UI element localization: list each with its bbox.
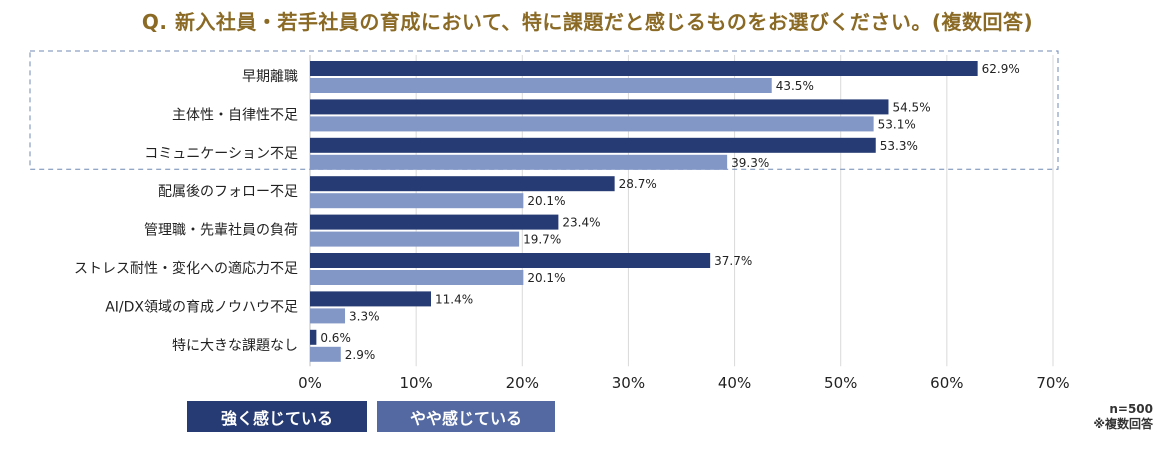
data-label: 53.3% (880, 139, 918, 153)
sample-size: n=500 (1109, 402, 1153, 416)
data-label: 62.9% (982, 62, 1020, 76)
bar-somewhat (310, 154, 728, 170)
multiple-answer-note: ※複数回答 (1093, 417, 1153, 431)
category-label: 早期離職 (242, 68, 298, 85)
data-label: 43.5% (776, 79, 814, 93)
chart-title: Q. 新入社員・若手社員の育成において、特に課題だと感じるものをお選びください。… (141, 10, 1034, 34)
bars (310, 61, 978, 362)
category-label: 特に大きな課題なし (172, 338, 298, 354)
data-label: 39.3% (731, 156, 769, 170)
x-tick-label: 40% (718, 374, 751, 392)
data-label: 54.5% (892, 100, 930, 114)
data-label: 28.7% (619, 177, 657, 191)
legend-somewhat: やや感じている (377, 401, 555, 432)
data-label: 53.1% (878, 117, 916, 131)
bar-chart: 0% 10% 20% 30% 40% 50% 60% 70% 早期離職 62.9% 43.5% 主体性… (29, 50, 1070, 392)
bar-somewhat (310, 346, 341, 362)
bar-strong (310, 61, 978, 76)
x-tick-label: 0% (298, 374, 322, 392)
x-tick-label: 20% (506, 374, 539, 392)
category-label: AI/DX領域の育成ノウハウ不足 (105, 298, 298, 315)
data-label: 0.6% (320, 331, 351, 345)
data-label: 2.9% (345, 348, 376, 362)
labels: 0% 10% 20% 30% 40% 50% 60% 70% 早期離職 62.9% 43.5% 主体性… (74, 62, 1070, 392)
bar-strong (310, 253, 711, 268)
bar-strong (310, 291, 432, 307)
bar-somewhat (310, 193, 524, 209)
bar-somewhat (310, 308, 346, 324)
bar-strong (310, 137, 876, 153)
sample-note: n=500 ※複数回答 (1093, 402, 1153, 432)
bar-somewhat (310, 231, 520, 247)
bar-somewhat (310, 78, 772, 93)
data-label: 20.1% (527, 271, 565, 285)
bar-somewhat (310, 270, 524, 285)
category-label: ストレス耐性・変化への適応力不足 (74, 260, 298, 277)
category-label: 管理職・先輩社員の負荷 (144, 223, 298, 239)
grid-lines (29, 50, 1059, 367)
data-label: 37.7% (714, 254, 752, 268)
x-tick-label: 50% (824, 374, 857, 392)
category-label: 主体性・自律性不足 (172, 107, 298, 123)
bar-strong (310, 329, 317, 345)
data-label: 20.1% (527, 194, 565, 208)
data-label: 19.7% (523, 233, 561, 247)
bar-strong (310, 214, 559, 230)
bar-strong (310, 176, 615, 192)
bar-strong (310, 99, 889, 115)
x-tick-label: 10% (399, 374, 432, 392)
legend-strong: 強く感じている (187, 401, 367, 432)
category-label: 配属後のフォロー不足 (158, 184, 298, 200)
data-label: 23.4% (562, 216, 600, 230)
data-label: 3.3% (349, 309, 380, 323)
data-label: 11.4% (435, 292, 473, 306)
x-tick-label: 60% (930, 374, 963, 392)
x-tick-label: 30% (612, 374, 645, 392)
bar-somewhat (310, 116, 874, 132)
category-label: コミュニケーション不足 (144, 146, 298, 162)
x-tick-label: 70% (1036, 374, 1069, 392)
